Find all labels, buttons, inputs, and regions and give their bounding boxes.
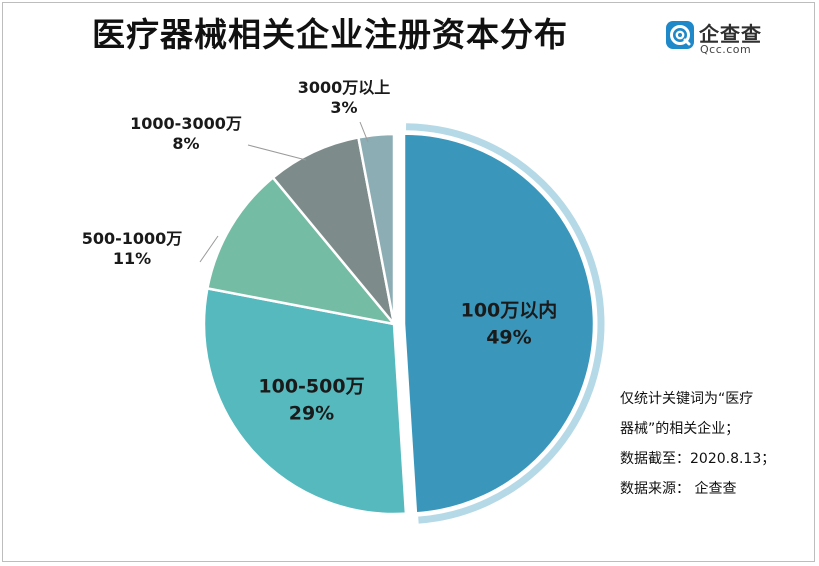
footnote-line: 数据截至：2020.8.13； [620,451,776,467]
qcc-logo-name: 企查查 [699,22,762,46]
highlight-ring [406,123,605,524]
pie-slice [357,132,396,326]
slice-percent-label: 29% [289,403,334,425]
pie-slice [206,176,396,326]
qcc-logo-domain: Qcc.com [700,43,752,56]
slice-label: 500-1000万 [82,229,183,248]
qcc-logo: 企查查 Qcc.com [665,18,775,58]
pie-slice [402,132,596,515]
leader-line [359,121,369,143]
slice-label: 100万以内 [461,298,558,321]
slice-label: 1000-3000万 [130,114,242,133]
chart-title: 医疗器械相关企业注册资本分布 [92,15,568,54]
footnote-line: 数据来源： 企查查 [620,481,737,497]
slice-percent-label: 8% [172,134,199,153]
qcc-logo-icon [666,21,694,49]
leader-line [199,235,219,263]
slice-percent-label: 11% [113,249,151,268]
footnote: 仅统计关键词为“医疗 器械”的相关企业； 数据截至：2020.8.13； 数据来… [620,384,810,504]
slice-label: 100-500万 [258,376,364,398]
slice-label: 3000万以上 [298,78,391,97]
leader-line [247,144,307,161]
slice-percent-label: 3% [330,98,357,117]
pie-slice [271,136,396,326]
pie-slice [202,287,408,516]
footnote-line: 器械”的相关企业； [620,421,740,437]
footnote-line: 仅统计关键词为“医疗 [620,391,754,407]
slice-percent-label: 49% [486,326,531,348]
